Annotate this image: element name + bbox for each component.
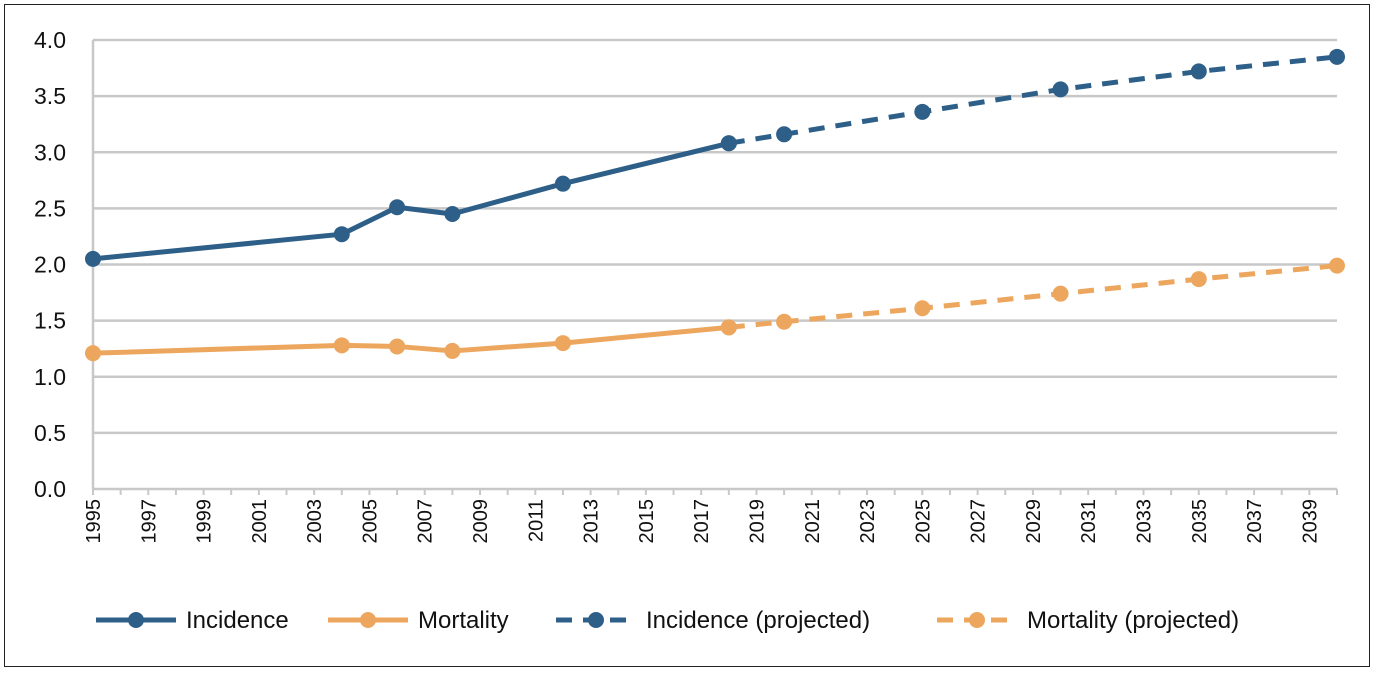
data-point-mortality <box>389 338 406 355</box>
y-tick-label: 2.5 <box>34 195 66 221</box>
x-tick-label: 2033 <box>1133 499 1155 544</box>
x-tick-label: 2015 <box>636 499 658 544</box>
series-line-mortality-projected <box>728 263 1338 330</box>
x-tick-label: 2035 <box>1189 499 1211 544</box>
x-tick-label: 2003 <box>304 499 326 544</box>
data-point-mortality-projected <box>914 300 931 317</box>
series-line-mortality <box>92 324 730 356</box>
x-tick-label: 2039 <box>1299 499 1321 544</box>
y-tick-label: 3.5 <box>34 83 66 109</box>
x-tick-label: 1995 <box>83 499 105 544</box>
legend-label-incidence-projected: Incidence (projected) <box>646 607 870 634</box>
data-point-incidence-projected <box>1190 63 1207 80</box>
x-tick-label: 2027 <box>968 499 990 544</box>
y-tick-label: 2.0 <box>34 252 66 278</box>
data-point-mortality-projected <box>720 319 737 336</box>
data-point-incidence-projected <box>1329 48 1345 65</box>
legend-marker-mortality-projected <box>969 612 985 628</box>
gridlines <box>93 38 1337 435</box>
series-line-incidence-projected <box>728 54 1338 146</box>
x-tick-label: 2001 <box>249 499 271 544</box>
x-tick-label: 2037 <box>1244 499 1266 544</box>
x-tick-label: 2005 <box>359 499 381 544</box>
legend: Incidence Mortality Incidence (projected) M… <box>96 607 1239 634</box>
data-point-mortality-projected <box>1190 271 1207 288</box>
x-tick-label: 2017 <box>691 499 713 544</box>
y-axis-ticks: 0.0 0.5 1.0 1.5 2.0 2.5 3.0 3.5 4.0 <box>34 27 66 502</box>
x-tick-label: 2023 <box>857 499 879 544</box>
data-point-incidence-projected <box>776 126 793 143</box>
data-point-incidence <box>444 205 461 222</box>
data-point-incidence <box>389 199 406 216</box>
x-tick-label: 2021 <box>802 499 824 544</box>
x-tick-label: 2025 <box>912 499 934 544</box>
legend-marker-incidence <box>128 612 144 628</box>
x-axis-ticks: 1995 1997 1999 2001 2003 2005 2007 2009 2011 2013… <box>83 499 1321 544</box>
legend-label-mortality: Mortality <box>418 607 509 634</box>
data-point-incidence-projected <box>1052 81 1069 98</box>
x-tick-label: 2031 <box>1078 499 1100 544</box>
x-tick-label: 2011 <box>525 499 547 542</box>
data-point-incidence <box>85 250 101 267</box>
data-point-incidence <box>333 226 350 243</box>
x-tick-label: 2009 <box>470 499 492 544</box>
x-tick-label: 2029 <box>1023 499 1045 544</box>
y-tick-label: 0.0 <box>34 476 66 502</box>
y-tick-label: 4.0 <box>34 27 66 53</box>
data-point-mortality <box>554 335 571 352</box>
x-tick-label: 2007 <box>415 499 437 544</box>
data-point-mortality <box>333 337 350 354</box>
legend-marker-incidence-projected <box>588 612 604 628</box>
x-tick-label: 1997 <box>138 499 160 544</box>
legend-label-incidence: Incidence <box>186 607 289 634</box>
x-axis <box>91 40 1338 495</box>
data-point-mortality-projected <box>1329 257 1345 274</box>
data-point-mortality <box>85 345 101 362</box>
chart-frame <box>4 4 1370 667</box>
series-layer <box>85 48 1345 362</box>
series-line-incidence <box>92 140 730 262</box>
y-tick-label: 0.5 <box>34 420 66 446</box>
data-point-mortality <box>444 342 461 359</box>
data-point-incidence-projected <box>914 103 931 120</box>
y-tick-label: 3.0 <box>34 139 66 165</box>
data-point-mortality-projected <box>1052 285 1069 302</box>
y-tick-label: 1.5 <box>34 308 66 334</box>
legend-marker-mortality <box>360 612 376 628</box>
data-point-mortality-projected <box>776 313 793 330</box>
y-tick-label: 1.0 <box>34 364 66 390</box>
x-tick-label: 2019 <box>746 499 768 544</box>
x-tick-label: 1999 <box>194 499 216 544</box>
legend-label-mortality-projected: Mortality (projected) <box>1027 607 1239 634</box>
x-tick-label: 2013 <box>581 499 603 544</box>
data-point-incidence <box>554 175 571 192</box>
data-point-incidence-projected <box>720 135 737 152</box>
